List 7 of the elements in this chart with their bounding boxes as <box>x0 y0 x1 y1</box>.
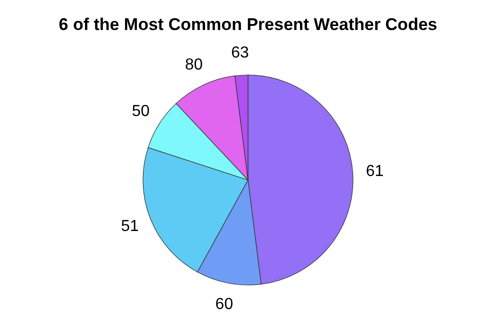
slice-label: 51 <box>121 218 139 235</box>
slice-label: 60 <box>215 296 234 313</box>
slice-label: 80 <box>185 56 203 74</box>
slice-label: 61 <box>366 163 384 180</box>
slice-label: 63 <box>231 44 250 62</box>
chart-title: 6 of the Most Common Present Weather Codes <box>58 15 438 34</box>
slice-label: 50 <box>132 103 150 120</box>
